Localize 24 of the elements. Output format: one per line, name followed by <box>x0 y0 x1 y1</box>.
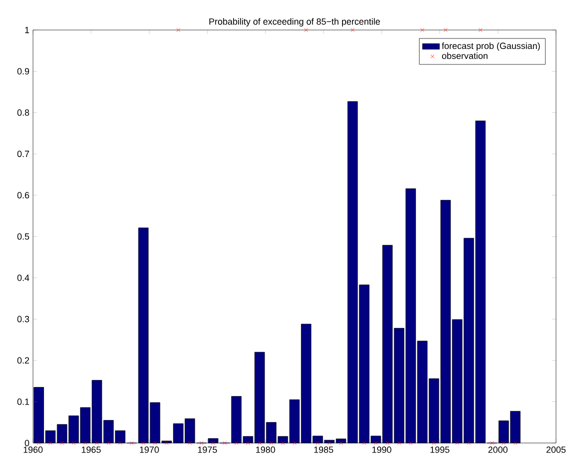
y-tick-label: 0.3 <box>17 316 30 322</box>
y-tick-label: 0.7 <box>17 150 30 158</box>
x-tick-label: 2000 <box>488 446 508 453</box>
legend-label: observation <box>442 52 488 60</box>
chart-title: Probability of exceeding of 85−th percentile <box>209 18 380 26</box>
x-tick-label: 2005 <box>546 446 566 453</box>
x-tick-label: 1990 <box>372 446 392 453</box>
y-tick-label: 0.1 <box>17 398 30 405</box>
y-tick-label: 0.9 <box>17 68 30 74</box>
x-tick-label: 1980 <box>256 446 276 453</box>
x-tick-label: 1975 <box>198 446 217 453</box>
x-tick-label: 1985 <box>314 446 334 453</box>
legend-label: forecast prob (Gaussian) <box>442 42 540 51</box>
y-tick-label: 0.4 <box>17 274 30 281</box>
y-tick-label: 0 <box>24 440 30 446</box>
y-tick-label: 0.6 <box>17 192 30 198</box>
y-tick-label: 0.5 <box>17 233 30 240</box>
y-tick-label: 0.2 <box>17 357 30 364</box>
y-tick-label: 0.8 <box>17 109 30 116</box>
x-tick-label: 1960 <box>24 446 43 453</box>
x-tick-label: 1995 <box>430 446 450 453</box>
x-tick-label: 1965 <box>82 446 101 453</box>
x-tick-label: 1970 <box>140 446 159 453</box>
y-tick-label: 1 <box>25 26 30 34</box>
